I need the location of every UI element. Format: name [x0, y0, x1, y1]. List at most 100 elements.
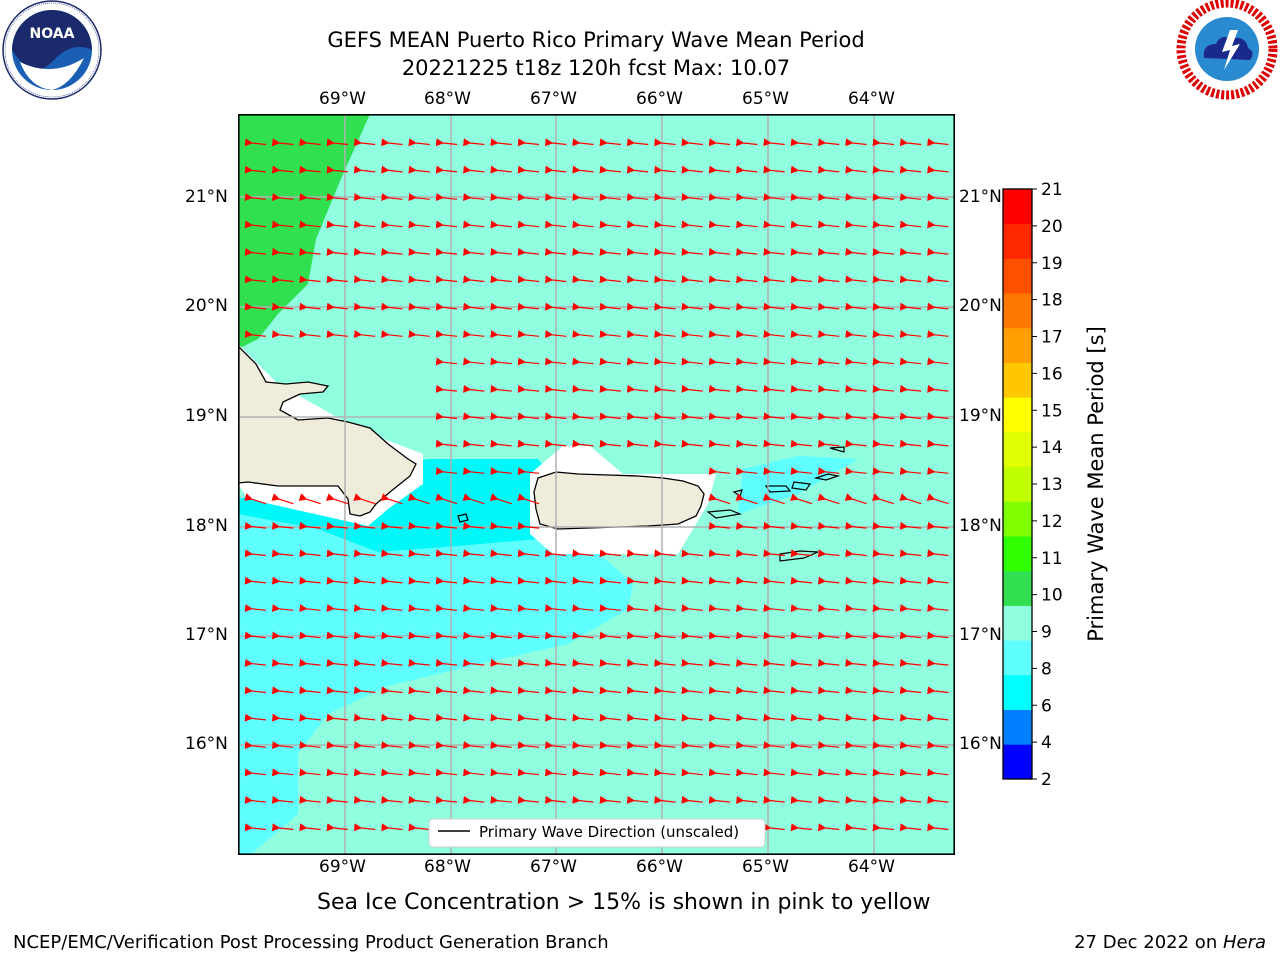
- wave-arrow: [763, 658, 785, 667]
- colorbar-tick-label: 8: [1041, 659, 1052, 679]
- wave-arrow: [408, 138, 430, 147]
- lat-label-19n-right: 19°N: [959, 406, 1002, 426]
- colorbar-segment: [1003, 536, 1032, 572]
- wave-arrow: [271, 741, 294, 750]
- wave-arrow: [736, 384, 758, 393]
- wave-arrow: [899, 247, 922, 256]
- wave-arrow: [736, 604, 758, 613]
- wave-arrow: [845, 467, 867, 476]
- wave-arrow: [353, 768, 376, 777]
- wave-arrow: [817, 549, 840, 558]
- wave-arrow: [435, 384, 458, 393]
- colorbar-tick-label: 21: [1041, 180, 1063, 200]
- wave-arrow: [763, 604, 785, 613]
- lat-label-20n-left: 20°N: [185, 296, 228, 316]
- wave-arrow: [872, 741, 894, 750]
- wave-arrow: [381, 138, 403, 147]
- wave-arrow: [326, 493, 349, 505]
- wave-arrow: [899, 220, 922, 229]
- wave-arrow: [435, 357, 458, 366]
- wave-arrow: [736, 631, 758, 640]
- wave-arrow: [817, 412, 840, 421]
- wave-arrow: [326, 576, 348, 585]
- wave-arrow: [845, 165, 867, 174]
- wave-arrow: [790, 275, 813, 284]
- wave-arrow: [408, 631, 430, 640]
- wave-arrow: [572, 275, 594, 284]
- wave-arrow: [299, 631, 321, 640]
- wave-arrow: [681, 412, 703, 421]
- tortola: [813, 473, 841, 481]
- wave-arrow: [736, 275, 758, 284]
- period-field-10-11: [238, 114, 370, 349]
- wave-arrow: [353, 138, 376, 147]
- wave-arrow: [299, 275, 321, 284]
- wave-arrow: [599, 275, 621, 284]
- wave-arrow: [927, 741, 949, 750]
- wave-arrow: [299, 330, 321, 339]
- wave-arrow: [899, 302, 922, 311]
- wave-arrow: [626, 247, 649, 256]
- wave-arrow: [517, 275, 540, 284]
- wave-arrow: [872, 412, 894, 421]
- wave-arrow: [736, 741, 758, 750]
- wave-arrow: [517, 357, 540, 366]
- wave-arrow: [790, 521, 813, 530]
- wave-arrow: [244, 768, 267, 777]
- wave-arrow: [517, 493, 540, 505]
- wave-arrow: [927, 247, 949, 256]
- wave-arrow: [381, 795, 403, 804]
- wave-arrow: [708, 275, 731, 284]
- wave-arrow: [736, 247, 758, 256]
- wave-arrow: [544, 384, 567, 393]
- wave-arrow: [381, 604, 403, 613]
- wave-arrow: [244, 576, 267, 585]
- wave-arrow: [654, 357, 676, 366]
- wave-arrow: [517, 330, 540, 339]
- wave-arrow: [654, 658, 676, 667]
- wave-arrow: [353, 275, 376, 284]
- wave-arrow: [626, 384, 649, 393]
- wave-arrow: [408, 247, 430, 256]
- wave-arrow: [244, 713, 267, 722]
- colorbar-segment: [1003, 327, 1032, 363]
- wave-arrow: [299, 741, 321, 750]
- colorbar-segment: [1003, 466, 1032, 502]
- colorbar-tick-label: 20: [1041, 217, 1063, 237]
- wave-arrow: [681, 604, 703, 613]
- wave-arrow: [326, 686, 348, 695]
- wave-arrow: [763, 768, 785, 777]
- wave-arrow: [927, 330, 949, 339]
- wave-arrow: [708, 576, 731, 585]
- colorbar-segment: [1003, 674, 1032, 710]
- wave-arrow: [244, 604, 267, 613]
- wave-arrow: [817, 493, 840, 505]
- wave-arrow: [244, 823, 267, 832]
- wave-arrow: [408, 549, 430, 558]
- wave-arrow: [654, 795, 676, 804]
- wave-arrow: [654, 302, 676, 311]
- wave-arrow: [763, 165, 785, 174]
- wave-arrow: [271, 220, 294, 229]
- wave-arrow: [736, 658, 758, 667]
- wave-arrow: [763, 193, 785, 202]
- wave-arrow: [517, 631, 540, 640]
- wave-arrow: [298, 493, 321, 505]
- wave-arrow: [872, 193, 894, 202]
- wave-arrow: [490, 220, 512, 229]
- wave-arrow: [299, 713, 321, 722]
- wave-arrow: [435, 220, 458, 229]
- lon-label-64w-top: 64°W: [848, 89, 895, 109]
- wave-arrow: [681, 631, 703, 640]
- wave-arrow: [899, 823, 922, 832]
- wave-arrow: [927, 823, 949, 832]
- wave-arrow: [517, 795, 540, 804]
- wave-arrow: [872, 493, 895, 505]
- wave-arrow: [654, 631, 676, 640]
- wave-arrow: [899, 493, 922, 505]
- wave-arrow: [271, 795, 294, 804]
- wave-arrow: [845, 795, 867, 804]
- wave-arrow: [572, 220, 594, 229]
- wave-arrow: [408, 302, 430, 311]
- wave-arrow: [517, 576, 540, 585]
